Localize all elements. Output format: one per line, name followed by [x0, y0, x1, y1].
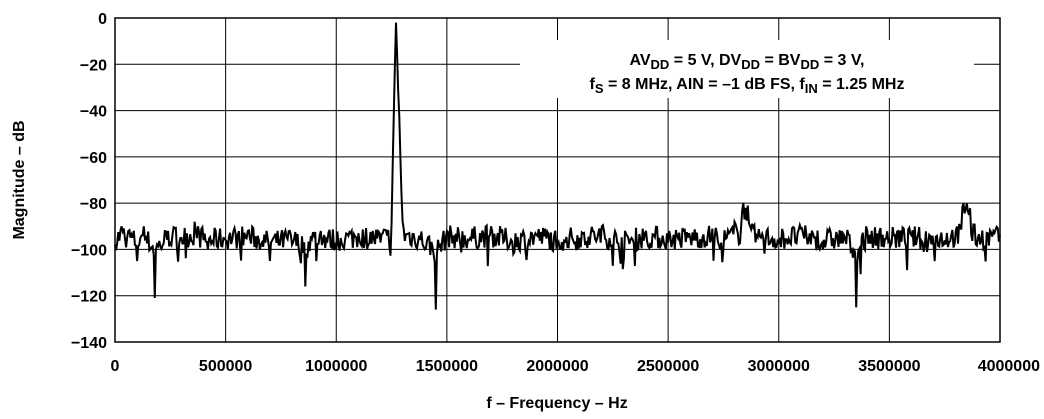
y-tick-labels: 0 −20 −40 −60 −80 −100 −120 −140 [71, 11, 107, 352]
y-axis-label: Magnitude – dB [11, 120, 28, 239]
y-tick-label: 0 [98, 11, 107, 28]
x-tick-label: 500000 [199, 358, 252, 375]
y-tick-label: −60 [80, 150, 107, 167]
grid [114, 17, 1001, 343]
x-tick-label: 1500000 [416, 358, 478, 375]
x-tick-labels: 0 500000 1000000 1500000 2000000 2500000 30000… [111, 358, 1041, 375]
x-tick-label: 3500000 [858, 358, 920, 375]
annotation-text: = 8 MHz, AIN = –1 dB FS, f [604, 76, 806, 93]
annotation-subscript: DD [651, 57, 670, 72]
annotation-subscript: DD [741, 57, 760, 72]
annotation-text: f [590, 76, 596, 93]
y-tick-label: −120 [71, 289, 107, 306]
x-tick-label: 3000000 [748, 358, 810, 375]
annotation-line-1: AVDD = 5 V, DVDD = BVDD = 3 V, [630, 52, 865, 72]
x-tick-label: 0 [111, 358, 120, 375]
annotation-text: = 1.25 MHz [818, 76, 905, 93]
annotation-text: = BV [760, 52, 801, 69]
annotation-background [520, 40, 974, 98]
x-tick-label: 2500000 [637, 358, 699, 375]
annotation-line-2: fS = 8 MHz, AIN = –1 dB FS, fIN = 1.25 M… [590, 76, 905, 96]
annotation-subscript: DD [800, 57, 819, 72]
plot-frame [114, 17, 1001, 343]
y-tick-label: −140 [71, 335, 107, 352]
annotation-text: = 5 V, DV [669, 52, 741, 69]
y-tick-label: −80 [80, 196, 107, 213]
annotation-subscript: S [595, 81, 604, 96]
x-tick-label: 1000000 [305, 358, 367, 375]
y-tick-label: −100 [71, 242, 107, 259]
annotation-subscript: IN [805, 81, 818, 96]
annotation-text: AV [630, 52, 651, 69]
y-tick-label: −40 [80, 104, 107, 121]
x-tick-label: 2000000 [526, 358, 588, 375]
y-tick-label: −20 [80, 57, 107, 74]
annotation-text: = 3 V, [819, 52, 864, 69]
x-axis-label: f – Frequency – Hz [486, 395, 627, 412]
series-line [114, 22, 1001, 310]
x-tick-label: 4000000 [978, 358, 1040, 375]
